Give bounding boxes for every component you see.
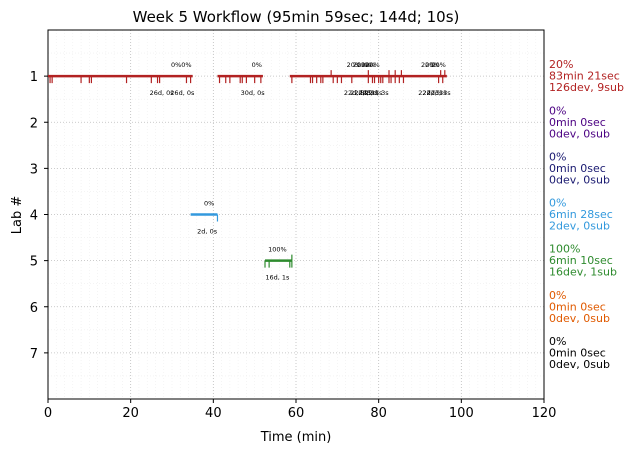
segment-percent-label: 20% [421,61,435,69]
segment-count-label: 22d, 3s [354,89,379,97]
lab-summary-line: 0% [549,104,566,117]
lab-summary-line: 0min 0sec [549,346,606,359]
segment-count-label: 22d, 3s [365,89,390,97]
y-tick-label: 7 [30,347,38,362]
segment-count-label: 26d, 0s [150,89,175,97]
lab-summary-line: 0min 0sec [549,116,606,129]
lab-summary-line: 100% [549,243,580,256]
segment-percent-label: 20% [431,61,445,69]
segment-percent-label: 20% [425,61,439,69]
segment-count-label: 30d, 0s [241,89,266,97]
x-tick-label: 60 [288,406,305,421]
segment-percent-label: 0% [171,61,181,69]
y-tick-label: 3 [30,162,38,177]
segment-count-label: 22d, 3s [358,89,383,97]
chart-title: Week 5 Workflow (95min 59sec; 144d; 10s) [133,8,460,26]
segment-count-label: 22d, 3s [350,89,375,97]
x-tick-label: 40 [205,406,222,421]
lab-summary-line: 0min 0sec [549,162,606,175]
lab-summary-line: 0dev, 0sub [549,312,610,325]
segment-count-label: 22d, 3s [427,89,452,97]
lab-summary-line: 0dev, 0sub [549,358,610,371]
segment-count-label: 2d, 0s [197,228,218,236]
lab-summary-line: 16dev, 1sub [549,266,617,279]
segment-percent-label: 0% [181,61,191,69]
lab-summary-line: 83min 21sec [549,70,620,83]
segment-count-label: 22d, 3s [418,89,443,97]
lab-summary-line: 0% [549,150,566,163]
segment-count-label: 22d, 3s [344,89,369,97]
segment-percent-label: 20% [357,61,371,69]
y-tick-label: 5 [30,255,38,270]
x-tick-label: 120 [532,406,557,421]
lab-summary-line: 0dev, 0sub [549,173,610,186]
x-axis: 0 20 40 60 80 100 120 [44,399,557,421]
segment-percent-label: 0% [252,61,262,69]
x-tick-label: 100 [449,406,474,421]
x-tick-label: 20 [122,406,139,421]
lab-summary-line: 6min 10sec [549,254,613,267]
lab-summary-line: 0% [549,197,566,210]
segment-percent-label: 0% [204,200,214,208]
plot-frame [47,29,545,400]
y-tick-label: 1 [30,70,38,85]
y-tick-label: 6 [30,301,38,316]
lab-summary-line: 6min 28sec [549,208,613,221]
x-axis-label: Time (min) [260,430,332,445]
lab-summary-line: 0% [549,289,566,302]
lab-summary-line: 0dev, 0sub [549,127,610,140]
y-tick-label: 2 [30,116,38,131]
segment-count-label: 22d, 3s [422,89,447,97]
y-axis: 1 2 3 4 5 6 7 [30,70,48,362]
y-tick-label: 4 [30,209,38,224]
segment-percent-label: 100% [268,246,287,254]
lab-summary-line: 0% [549,335,566,348]
lab-summary-line: 126dev, 9sub [549,81,624,94]
segment-percent-label: 20% [365,61,379,69]
x-tick-label: 0 [44,406,52,421]
segment-percent-label: 20% [347,61,361,69]
segment-percent-label: 20% [353,61,367,69]
lab-summary-line: 0min 0sec [549,300,606,313]
segment-count-label: 26d, 0s [170,89,195,97]
segment-count-label: 16d, 1s [265,274,290,282]
grid [48,30,544,399]
segment-percent-label: 20% [361,61,375,69]
lab-summary-line: 2dev, 0sub [549,220,610,233]
y-axis-label: Lab # [10,196,25,235]
lab-summary-line: 20% [549,58,573,71]
x-tick-label: 80 [370,406,387,421]
